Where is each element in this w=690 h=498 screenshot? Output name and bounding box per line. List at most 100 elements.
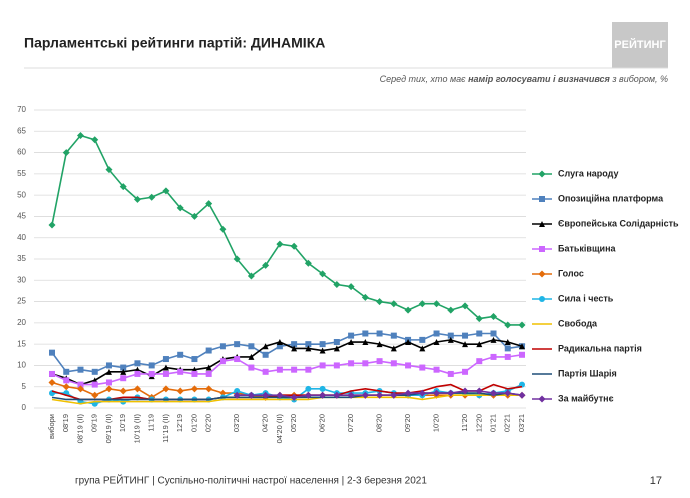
point	[119, 183, 127, 191]
y-tick-label: 15	[17, 339, 26, 348]
x-tick-label: 07'20	[346, 414, 355, 432]
point	[419, 345, 426, 352]
point	[538, 395, 546, 403]
point	[504, 345, 511, 352]
point	[518, 391, 526, 399]
point	[319, 362, 326, 369]
point	[191, 370, 198, 377]
point	[447, 370, 454, 377]
x-tick-label: 09'19	[90, 414, 99, 432]
point	[134, 360, 141, 367]
point	[91, 136, 99, 144]
point	[262, 368, 269, 375]
point	[148, 193, 156, 201]
point	[49, 349, 55, 356]
point	[233, 391, 241, 399]
series-line	[51, 353, 523, 386]
point	[348, 332, 355, 339]
point	[504, 353, 511, 360]
point	[390, 345, 397, 352]
point	[539, 296, 545, 302]
point	[348, 360, 355, 367]
point	[348, 339, 355, 346]
series-line	[51, 394, 522, 405]
x-tick-label: 08'19 (ІІ)	[75, 414, 84, 444]
point	[248, 353, 255, 360]
point	[291, 366, 298, 373]
y-tick-label: 40	[17, 233, 26, 242]
footer: група РЕЙТИНГ | Суспільно-політичні наст…	[75, 474, 427, 487]
point	[219, 358, 226, 365]
point	[205, 385, 213, 393]
point	[404, 306, 412, 314]
point	[48, 221, 56, 229]
point	[461, 387, 469, 395]
x-tick-label: вибори	[47, 414, 56, 439]
point	[276, 339, 283, 346]
x-tick-label: 02'20	[204, 414, 213, 432]
point	[447, 332, 454, 339]
point	[262, 261, 270, 269]
point	[49, 370, 55, 377]
point	[476, 341, 483, 348]
y-tick-label: 35	[17, 254, 26, 263]
point	[219, 343, 226, 350]
point	[262, 391, 270, 399]
point	[319, 391, 327, 399]
point	[319, 347, 326, 354]
point	[361, 293, 369, 301]
point	[405, 339, 412, 346]
point	[461, 302, 469, 310]
point	[305, 385, 312, 392]
point	[519, 381, 525, 388]
point	[120, 375, 127, 382]
legend-label: Опозиційна платформа	[558, 193, 664, 203]
point	[333, 362, 340, 369]
point	[120, 368, 127, 375]
point	[219, 225, 227, 233]
point	[105, 362, 112, 369]
legend-label: Партія Шарія	[558, 368, 617, 378]
legend-label: Свобода	[558, 318, 598, 328]
point	[390, 300, 398, 308]
point	[404, 389, 412, 397]
point	[362, 330, 369, 337]
point	[219, 389, 227, 397]
x-tick-label: 11'20	[460, 414, 469, 432]
point	[390, 332, 397, 339]
x-tick-label: 03'21	[517, 414, 526, 432]
legend-label: Сила і честь	[558, 293, 614, 303]
legend-label: Голос	[558, 268, 584, 278]
point	[447, 306, 455, 314]
point	[133, 385, 141, 393]
point	[205, 370, 212, 377]
point	[305, 366, 312, 373]
point	[291, 341, 298, 348]
point	[462, 341, 469, 348]
subtitle-end: з вибором, %	[610, 74, 668, 84]
point	[133, 195, 141, 203]
point	[333, 339, 340, 346]
point	[462, 332, 469, 339]
point	[539, 221, 545, 227]
series-line	[51, 383, 523, 401]
legend-label: За майбутнє	[558, 393, 614, 403]
x-tick-label: 04'20	[261, 414, 270, 432]
y-tick-label: 60	[17, 148, 26, 157]
point	[490, 336, 497, 343]
x-tick-label: 04'20 (ІІ)	[275, 414, 284, 444]
point	[105, 166, 113, 174]
point	[191, 356, 198, 363]
x-tick-label: 10'19 (ІІ)	[132, 414, 141, 444]
x-tick-label: 11'19 (ІІ)	[161, 414, 170, 443]
point	[248, 364, 255, 371]
point	[419, 336, 426, 343]
point	[305, 345, 312, 352]
y-tick-label: 55	[17, 169, 26, 178]
x-tick-label: 01'20	[189, 414, 198, 432]
legend-label: Радикальна партія	[558, 343, 642, 353]
y-tick-label: 70	[17, 105, 26, 114]
point	[248, 343, 255, 350]
point	[91, 381, 98, 388]
y-tick-label: 10	[17, 361, 26, 370]
